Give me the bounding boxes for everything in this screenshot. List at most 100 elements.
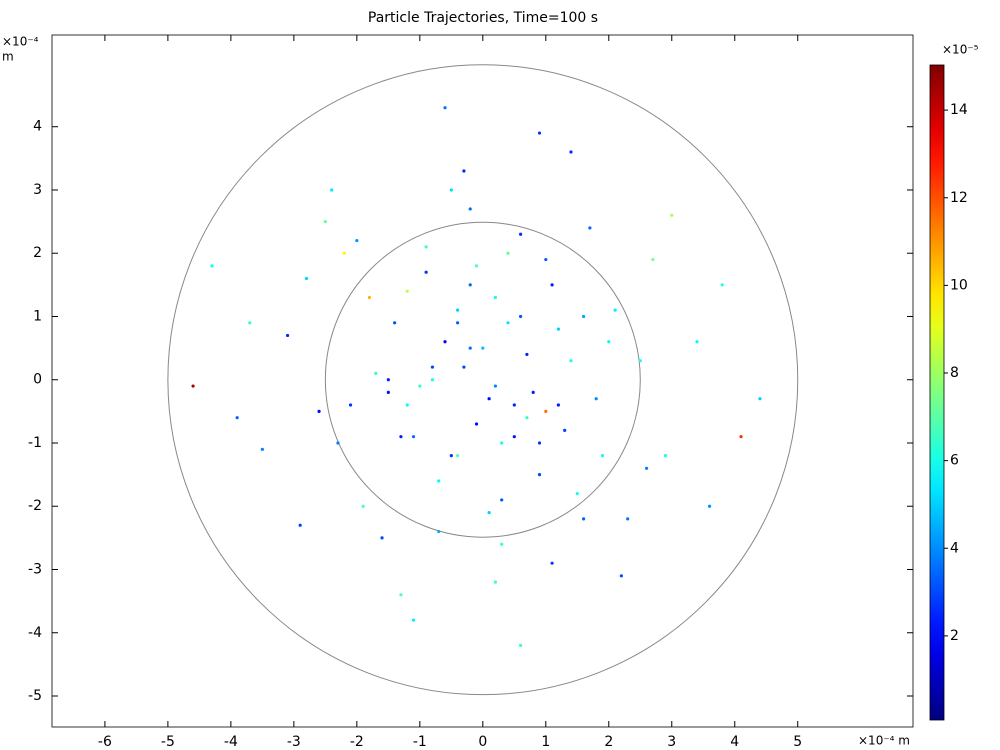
particle	[519, 314, 523, 319]
particle	[531, 390, 535, 394]
particle	[443, 106, 447, 110]
colorbar-tick-label: 4	[950, 540, 959, 556]
particle	[405, 403, 409, 407]
particle	[720, 283, 724, 287]
x-tick-label: 2	[604, 734, 613, 750]
colorbar-tick-label: 14	[950, 102, 968, 118]
particle	[707, 504, 712, 508]
x-tick-label: 1	[541, 734, 550, 750]
particle	[500, 498, 504, 502]
particle	[411, 618, 416, 622]
x-tick-label: 5	[793, 734, 802, 750]
x-tick-label: -5	[161, 734, 175, 750]
particle	[424, 270, 428, 274]
particle	[506, 321, 510, 325]
colorbar	[929, 64, 945, 721]
y-tick-label: -2	[28, 498, 42, 514]
particle	[449, 188, 453, 192]
particle	[493, 295, 498, 300]
particle	[374, 371, 378, 376]
x-tick-label: -4	[224, 734, 238, 750]
y-tick-label: 2	[33, 245, 42, 261]
particle	[468, 207, 472, 211]
particle	[493, 384, 498, 388]
particle	[600, 454, 605, 458]
y-tick-label: 4	[33, 119, 42, 135]
particle	[537, 441, 542, 445]
particle	[411, 435, 416, 439]
particle	[594, 397, 598, 401]
particle	[456, 308, 460, 312]
particle	[575, 491, 579, 496]
particle	[462, 169, 466, 173]
particle	[462, 365, 466, 369]
boundary-circle	[167, 64, 799, 696]
particle	[644, 466, 649, 470]
particle	[386, 390, 390, 394]
particle	[437, 529, 441, 534]
particle	[361, 504, 365, 508]
particle	[317, 409, 321, 413]
particle	[355, 238, 359, 243]
x-axis-label: ×10⁻⁴ m	[858, 734, 910, 748]
particle	[670, 213, 674, 217]
y-tick-label: -1	[28, 435, 42, 451]
particle	[304, 276, 309, 281]
particle	[342, 251, 346, 255]
particle	[739, 435, 743, 439]
particle	[468, 283, 472, 287]
y-tick-label: 3	[33, 182, 42, 198]
particle	[663, 454, 668, 458]
x-tick-label: -2	[350, 734, 364, 750]
plot-area	[51, 34, 914, 728]
particle	[210, 264, 214, 268]
particle	[500, 542, 504, 546]
particle	[474, 264, 479, 268]
particle	[399, 435, 403, 439]
particle	[418, 384, 422, 388]
y-tick-label: -3	[28, 561, 42, 577]
x-tick-label: 3	[667, 734, 676, 750]
particle	[443, 340, 447, 344]
boundary-circle	[324, 221, 641, 538]
particle	[285, 333, 290, 338]
particle	[581, 314, 586, 319]
y-axis-unit: m	[2, 50, 14, 64]
particle	[449, 454, 453, 458]
particle	[424, 245, 428, 249]
x-tick-label: -1	[413, 734, 427, 750]
colorbar-label: ×10⁻⁵	[942, 43, 979, 57]
chart-title: Particle Trajectories, Time=100 s	[368, 10, 598, 26]
particle	[323, 219, 327, 224]
particle	[481, 346, 485, 350]
particle	[487, 510, 491, 515]
particle	[695, 340, 699, 344]
particle	[626, 517, 630, 521]
particle	[581, 517, 586, 521]
colorbar-tick-label: 10	[950, 277, 968, 293]
particle	[613, 308, 617, 312]
particle	[638, 359, 642, 363]
colorbar-tick-label: 6	[950, 453, 959, 469]
particle	[563, 428, 567, 432]
particle	[544, 409, 548, 413]
particle	[758, 397, 762, 401]
particle	[380, 536, 384, 540]
x-tick-label: 4	[730, 734, 739, 750]
particle	[569, 150, 573, 154]
y-tick-label: 1	[33, 308, 42, 324]
particle	[550, 283, 554, 287]
particle	[386, 378, 390, 382]
x-tick-label: 0	[478, 734, 487, 750]
particle	[556, 327, 560, 331]
x-tick-label: -3	[287, 734, 301, 750]
particle	[456, 454, 460, 458]
particle	[235, 416, 239, 420]
particle	[506, 251, 510, 255]
particle	[191, 384, 195, 388]
particle	[493, 580, 498, 584]
x-tick-label: -6	[98, 734, 112, 750]
particle	[393, 321, 397, 325]
colorbar-tick-label: 8	[950, 365, 959, 381]
